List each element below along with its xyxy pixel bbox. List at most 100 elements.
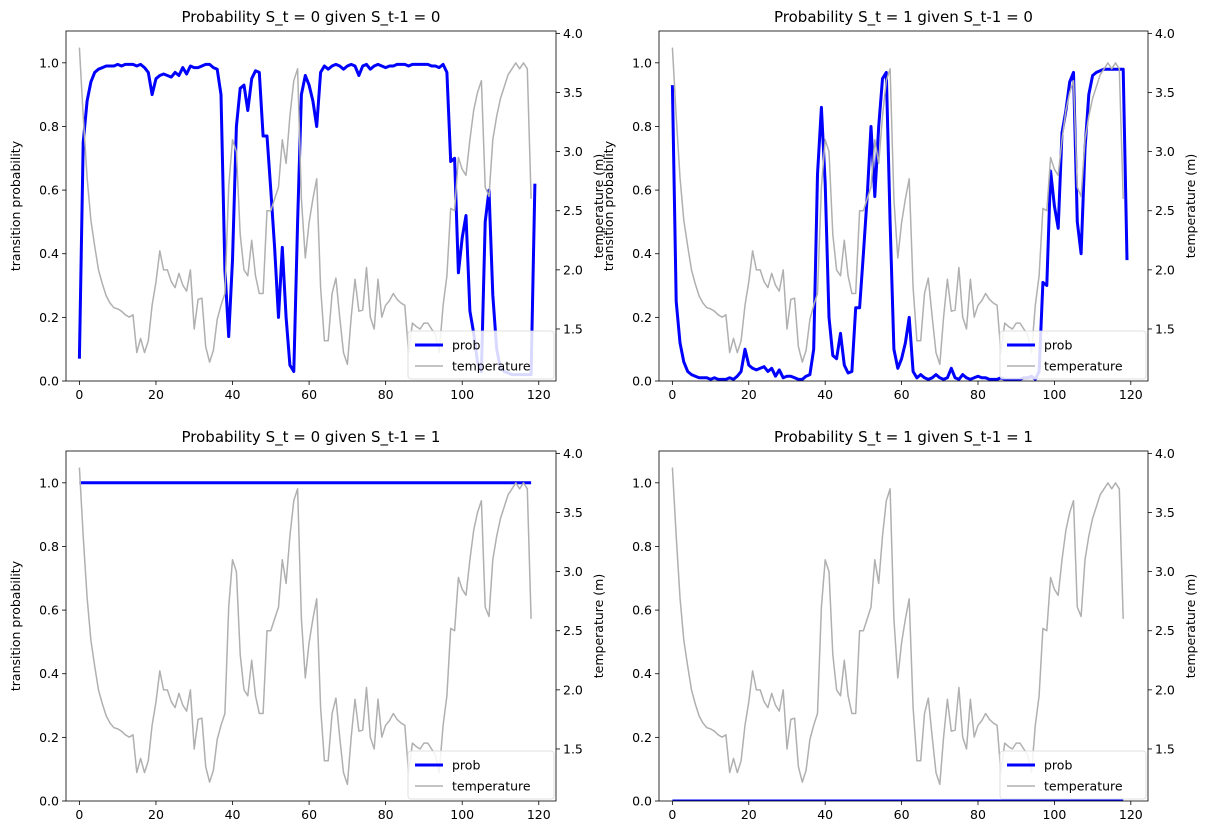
y2-tick-label: 2.0 [1155,262,1175,277]
x-tick-label: 20 [148,387,164,402]
y2-tick-label: 3.5 [1155,85,1175,100]
y2-tick-label: 1.5 [1155,321,1175,336]
temperature-series-line [78,47,532,366]
x-tick-label: 100 [450,387,474,402]
y2-tick-label: 2.5 [563,203,583,218]
x-tick-label: 60 [301,807,317,822]
x-tick-label: 60 [894,387,910,402]
legend: prob temperature [407,330,555,380]
y2-tick-label: 1.5 [563,321,583,336]
x-tick-label: 120 [1119,807,1143,822]
legend-box [407,330,555,380]
y2-tick-label: 2.0 [563,682,583,697]
y2-tick-label: 4.0 [1155,26,1175,41]
axes-frame [658,450,1149,802]
y-tick-label: 0.4 [632,246,652,261]
x-tick-label: 60 [301,387,317,402]
y2-tick-label: 2.5 [1155,623,1175,638]
temperature-series-line [671,47,1124,366]
y-tick-label: 0.6 [39,603,59,618]
y2-tick-label: 3.0 [563,564,583,579]
subplot-title: Probability S_t = 1 given S_t-1 = 1 [774,428,1033,447]
x-tick-label: 100 [1042,387,1066,402]
temperature-series-line [78,467,532,786]
y-tick-label: 0.6 [632,603,652,618]
y2-tick-label: 3.5 [563,505,583,520]
x-tick-label: 40 [817,387,833,402]
y2-tick-label: 3.0 [1155,564,1175,579]
legend-label: temperature [1044,359,1123,374]
legend-label: prob [452,758,480,773]
x-tick-label: 0 [668,807,676,822]
y-tick-label: 0.8 [632,539,652,554]
y-tick-label: 0.0 [39,374,59,389]
x-tick-label: 60 [894,807,910,822]
x-tick-label: 40 [225,807,241,822]
y-tick-label: 0.8 [632,119,652,134]
axes-frame [658,30,1149,382]
y-tick-label: 0.4 [39,666,59,681]
y2-tick-label: 3.0 [563,144,583,159]
legend-label: temperature [452,779,531,794]
y2-tick-label: 3.0 [1155,144,1175,159]
legend-box [407,750,555,800]
y-tick-label: 0.4 [632,666,652,681]
legend-label: prob [452,338,480,353]
y-tick-label: 0.2 [39,310,59,325]
x-tick-label: 100 [1042,807,1066,822]
x-tick-label: 0 [668,387,676,402]
axes-frame [65,450,557,802]
y2-tick-label: 1.5 [563,741,583,756]
y-tick-label: 0.2 [632,310,652,325]
y-tick-label: 0.8 [39,119,59,134]
y-tick-label: 1.0 [39,55,59,70]
x-tick-label: 120 [527,387,551,402]
legend: prob temperature [999,330,1147,380]
legend-box [999,330,1147,380]
subplot-title: Probability S_t = 0 given S_t-1 = 1 [182,428,441,447]
y2-tick-label: 4.0 [563,446,583,461]
axes-frame [65,30,557,382]
y-tick-label: 0.8 [39,539,59,554]
x-tick-label: 40 [225,387,241,402]
y2-tick-label: 2.0 [563,262,583,277]
y2-tick-label: 3.5 [563,85,583,100]
subplot-4: 0 20 40 60 80 100 120 0.0 0.2 0.4 0.6 0.8 1.0 1.5 2.0 2… [632,428,1198,822]
y-tick-label: 0.0 [632,374,652,389]
x-tick-label: 100 [450,807,474,822]
x-tick-label: 120 [527,807,551,822]
x-tick-label: 20 [741,807,757,822]
prob-series-line [77,62,537,377]
y2-axis-label: temperature (m) [1183,154,1198,258]
temperature-series-line [671,467,1124,786]
subplot-1: 0 20 40 60 80 100 120 0.0 0.2 0.4 0.6 0.8 1.0 1.5 2.0 2… [8,8,606,402]
x-tick-label: 0 [75,387,83,402]
y2-tick-label: 1.5 [1155,741,1175,756]
y-tick-label: 0.6 [632,183,652,198]
legend-label: prob [1044,338,1072,353]
y-axis-label: transition probability [8,140,23,271]
y2-tick-label: 2.5 [1155,203,1175,218]
y2-tick-label: 4.0 [1155,446,1175,461]
y2-axis-label: temperature (m) [591,574,606,678]
subplot-title: Probability S_t = 0 given S_t-1 = 0 [182,8,441,27]
y2-tick-label: 4.0 [563,26,583,41]
prob-series-line [670,67,1129,381]
subplot-title: Probability S_t = 1 given S_t-1 = 0 [774,8,1033,27]
subplot-2: 0 20 40 60 80 100 120 0.0 0.2 0.4 0.6 0.8 1.0 1.5 2.0 2… [601,8,1198,402]
y-tick-label: 1.0 [39,475,59,490]
y2-tick-label: 2.0 [1155,682,1175,697]
subplot-3: 0 20 40 60 80 100 120 0.0 0.2 0.4 0.6 0.8 1.0 1.5 2.0 2… [8,428,606,822]
y-tick-label: 1.0 [632,475,652,490]
x-tick-label: 80 [378,807,394,822]
y-axis-label: transition probability [601,140,616,271]
y-tick-label: 0.4 [39,246,59,261]
legend-box [999,750,1147,800]
x-tick-label: 80 [378,387,394,402]
y-tick-label: 0.2 [632,730,652,745]
x-tick-label: 80 [970,807,986,822]
x-tick-label: 80 [970,387,986,402]
x-tick-label: 0 [75,807,83,822]
y-tick-label: 0.0 [39,794,59,809]
